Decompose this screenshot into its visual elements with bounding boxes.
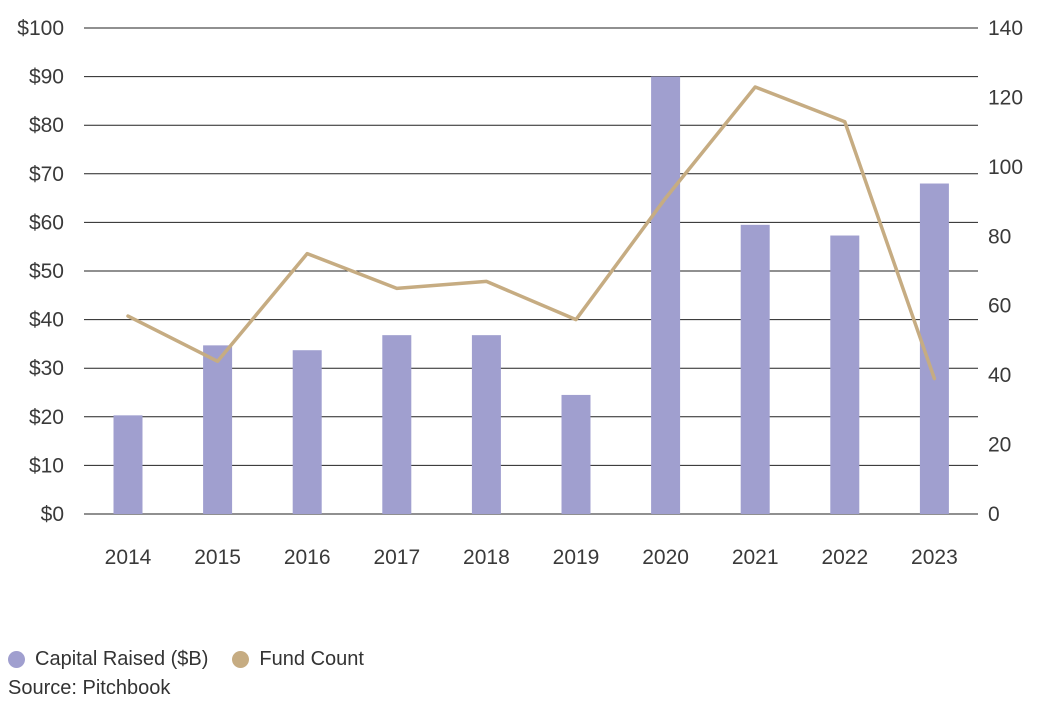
left-tick-label-8: $80 <box>29 114 64 137</box>
left-tick-label-5: $50 <box>29 260 64 283</box>
right-axis-ticks: 0 20 40 60 80 100 120 140 <box>988 17 1023 526</box>
left-axis-ticks: $0 $10 $20 $30 $40 $50 $60 $70 $80 $90 $100 <box>17 17 64 526</box>
right-tick-label-0: 0 <box>988 503 1000 526</box>
x-tick-label-2017: 2017 <box>373 546 420 569</box>
left-tick-label-0: $0 <box>41 503 64 526</box>
right-tick-label-4: 80 <box>988 225 1011 248</box>
x-axis-ticks: 2014 2015 2016 2017 2018 2019 2020 2021 2022 2023 <box>105 546 958 569</box>
right-tick-label-5: 100 <box>988 156 1023 179</box>
combo-chart: $0 $10 $20 $30 $40 $50 $60 $70 $80 $90 $100 0 20 40 6… <box>17 17 1023 569</box>
fund-count-line <box>126 85 937 381</box>
left-tick-label-1: $10 <box>29 454 64 477</box>
x-tick-label-2020: 2020 <box>642 546 689 569</box>
legend-swatch-capital-raised <box>8 651 25 668</box>
bar-2021 <box>740 224 770 514</box>
legend-item-capital-raised: Capital Raised ($B) <box>8 648 208 671</box>
right-tick-label-6: 120 <box>988 86 1023 109</box>
bar-series-capital-raised <box>113 76 949 514</box>
bar-2018 <box>471 335 501 514</box>
source-note: Source: Pitchbook <box>8 677 171 699</box>
x-tick-label-2021: 2021 <box>732 546 779 569</box>
x-tick-label-2015: 2015 <box>194 546 241 569</box>
bar-2014 <box>113 415 143 514</box>
bar-2016 <box>292 350 322 514</box>
bar-2020 <box>651 76 681 514</box>
x-tick-label-2019: 2019 <box>553 546 600 569</box>
legend-item-fund-count: Fund Count <box>232 648 364 671</box>
bar-2017 <box>382 335 412 514</box>
x-tick-label-2022: 2022 <box>821 546 868 569</box>
left-tick-label-7: $70 <box>29 163 64 186</box>
left-tick-label-2: $20 <box>29 406 64 429</box>
bar-2019 <box>561 394 591 514</box>
left-tick-label-10: $100 <box>17 17 64 40</box>
left-tick-label-6: $60 <box>29 211 64 234</box>
bar-2015 <box>203 345 233 514</box>
legend: Capital Raised ($B) Fund Count <box>8 648 388 671</box>
legend-label-capital-raised: Capital Raised ($B) <box>35 648 209 670</box>
bar-2022 <box>830 235 860 514</box>
left-tick-label-9: $90 <box>29 66 64 89</box>
left-tick-label-4: $40 <box>29 309 64 332</box>
x-tick-label-2016: 2016 <box>284 546 331 569</box>
gridlines <box>84 27 978 515</box>
left-tick-label-3: $30 <box>29 357 64 380</box>
line-series-fund-count <box>126 85 937 381</box>
right-tick-label-3: 60 <box>988 295 1011 318</box>
right-tick-label-1: 20 <box>988 434 1011 457</box>
right-tick-label-7: 140 <box>988 17 1023 40</box>
right-tick-label-2: 40 <box>988 364 1011 387</box>
x-tick-label-2014: 2014 <box>105 546 152 569</box>
legend-swatch-fund-count <box>232 651 250 668</box>
legend-label-fund-count: Fund Count <box>259 648 364 670</box>
x-tick-label-2023: 2023 <box>911 546 958 569</box>
x-tick-label-2018: 2018 <box>463 546 510 569</box>
